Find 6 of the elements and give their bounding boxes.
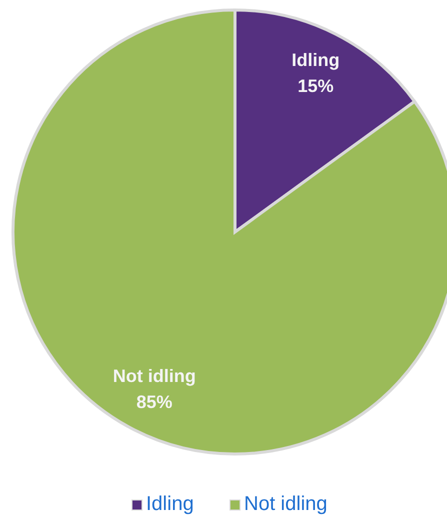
legend-label: Not idling: [244, 493, 328, 515]
legend-label: Idling: [146, 493, 194, 515]
slice-label: Not idling: [112, 366, 196, 386]
slice-label: Idling: [292, 50, 340, 70]
data-label: 15%: [298, 76, 334, 96]
data-label: 85%: [136, 392, 172, 412]
